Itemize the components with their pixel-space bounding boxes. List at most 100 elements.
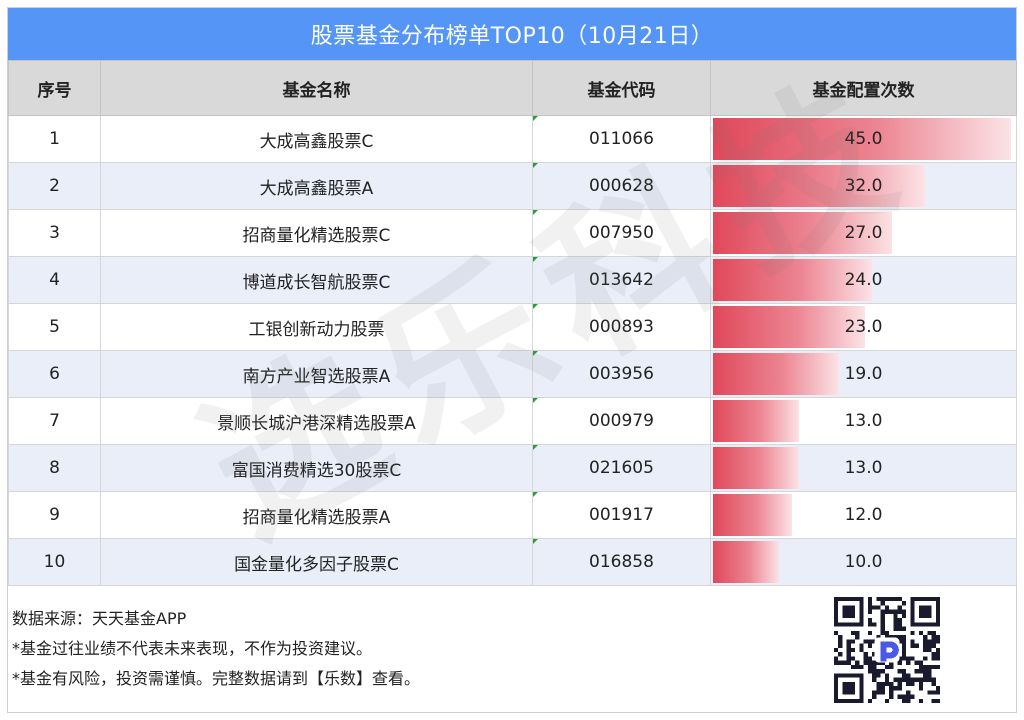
fund-code-cell: 001917 [532,491,711,539]
config-count-bar [713,259,872,301]
config-count-cell: 27.0 [710,209,1017,257]
fund-code-text: 000979 [589,411,654,431]
config-count-bar [713,541,779,583]
rank-cell: 2 [8,162,101,210]
table-row: 2 大成高鑫股票A 000628 32.0 [8,162,1017,210]
fund-name-cell: 景顺长城沪港深精选股票A [100,397,533,445]
fund-code-text: 011066 [589,129,654,149]
fund-code-text: 021605 [589,458,654,478]
config-count-value: 10.0 [844,552,883,572]
config-count-cell: 13.0 [710,397,1017,445]
fund-code-cell: 000628 [532,162,711,210]
fund-code-cell: 011066 [532,115,711,163]
fund-code-cell: 007950 [532,209,711,257]
config-count-value: 13.0 [844,458,883,478]
cell-marker [533,539,538,544]
fund-code-text: 000893 [589,317,654,337]
footer-note-1: *基金过往业绩不代表未来表现，不作为投资建议。 [12,639,373,658]
fund-name-cell: 南方产业智选股票A [100,350,533,398]
config-count-value: 19.0 [844,364,883,384]
config-count-bar [713,306,865,348]
rank-cell: 1 [8,115,101,163]
fund-name-cell: 招商量化精选股票A [100,491,533,539]
footer-source: 数据来源：天天基金APP [12,609,187,628]
fund-code-cell: 003956 [532,350,711,398]
config-count-cell: 19.0 [710,350,1017,398]
config-count-bar [713,400,799,442]
fund-name-cell: 招商量化精选股票C [100,209,533,257]
config-count-cell: 24.0 [710,256,1017,304]
config-count-bar [713,353,839,395]
config-count-value: 45.0 [844,129,883,149]
table-row: 3 招商量化精选股票C 007950 27.0 [8,209,1017,257]
fund-code-text: 000628 [589,176,654,196]
cell-marker [533,163,538,168]
cell-marker [533,445,538,450]
config-count-cell: 45.0 [710,115,1017,163]
footer-note-2: *基金有风险，投资需谨慎。完整数据请到【乐数】查看。 [12,669,421,688]
header-config-count: 基金配置次数 [710,60,1017,116]
header-fund-code: 基金代码 [532,60,711,116]
fund-name-cell: 国金量化多因子股票C [100,538,533,586]
config-count-cell: 12.0 [710,491,1017,539]
config-count-bar [713,165,925,207]
table-row: 6 南方产业智选股票A 003956 19.0 [8,350,1017,398]
fund-code-cell: 021605 [532,444,711,492]
page-title: 股票基金分布榜单TOP10（10月21日） [8,8,1016,60]
fund-name-cell: 工银创新动力股票 [100,303,533,351]
cell-marker [533,116,538,121]
config-count-value: 32.0 [844,176,883,196]
config-count-bar [713,494,792,536]
table-row: 8 富国消费精选30股票C 021605 13.0 [8,444,1017,492]
config-count-bar [713,212,892,254]
config-count-value: 13.0 [844,411,883,431]
cell-marker [533,398,538,403]
config-count-value: 12.0 [844,505,883,525]
table-header-row: 序号 基金名称 基金代码 基金配置次数 [8,60,1017,116]
cell-marker [533,492,538,497]
header-rank: 序号 [8,60,101,116]
qr-code-icon [834,597,940,703]
config-count-cell: 13.0 [710,444,1017,492]
fund-table: 序号 基金名称 基金代码 基金配置次数 1 大成高鑫股票C 011066 45.0 2 大… [8,60,1017,586]
config-count-cell: 10.0 [710,538,1017,586]
config-count-value: 23.0 [844,317,883,337]
cell-marker [533,351,538,356]
rank-cell: 3 [8,209,101,257]
fund-name-cell: 大成高鑫股票A [100,162,533,210]
page-frame [7,7,1017,713]
table-row: 10 国金量化多因子股票C 016858 10.0 [8,538,1017,586]
config-count-cell: 32.0 [710,162,1017,210]
fund-code-text: 003956 [589,364,654,384]
header-fund-name: 基金名称 [100,60,533,116]
table-row: 5 工银创新动力股票 000893 23.0 [8,303,1017,351]
fund-code-cell: 016858 [532,538,711,586]
config-count-value: 24.0 [844,270,883,290]
fund-name-cell: 博道成长智航股票C [100,256,533,304]
rank-cell: 6 [8,350,101,398]
rank-cell: 10 [8,538,101,586]
fund-code-text: 007950 [589,223,654,243]
table-row: 4 博道成长智航股票C 013642 24.0 [8,256,1017,304]
rank-cell: 8 [8,444,101,492]
fund-name-cell: 富国消费精选30股票C [100,444,533,492]
rank-cell: 9 [8,491,101,539]
config-count-bar [713,118,1011,160]
rank-cell: 5 [8,303,101,351]
config-count-value: 27.0 [844,223,883,243]
fund-code-cell: 000979 [532,397,711,445]
cell-marker [533,304,538,309]
fund-code-text: 016858 [589,552,654,572]
config-count-bar [713,447,799,489]
config-count-cell: 23.0 [710,303,1017,351]
cell-marker [533,257,538,262]
fund-name-cell: 大成高鑫股票C [100,115,533,163]
fund-code-text: 001917 [589,505,654,525]
rank-cell: 7 [8,397,101,445]
footer: 数据来源：天天基金APP *基金过往业绩不代表未来表现，不作为投资建议。 *基金… [12,604,420,694]
fund-code-cell: 000893 [532,303,711,351]
cell-marker [533,210,538,215]
table-row: 1 大成高鑫股票C 011066 45.0 [8,115,1017,163]
table-row: 9 招商量化精选股票A 001917 12.0 [8,491,1017,539]
rank-cell: 4 [8,256,101,304]
